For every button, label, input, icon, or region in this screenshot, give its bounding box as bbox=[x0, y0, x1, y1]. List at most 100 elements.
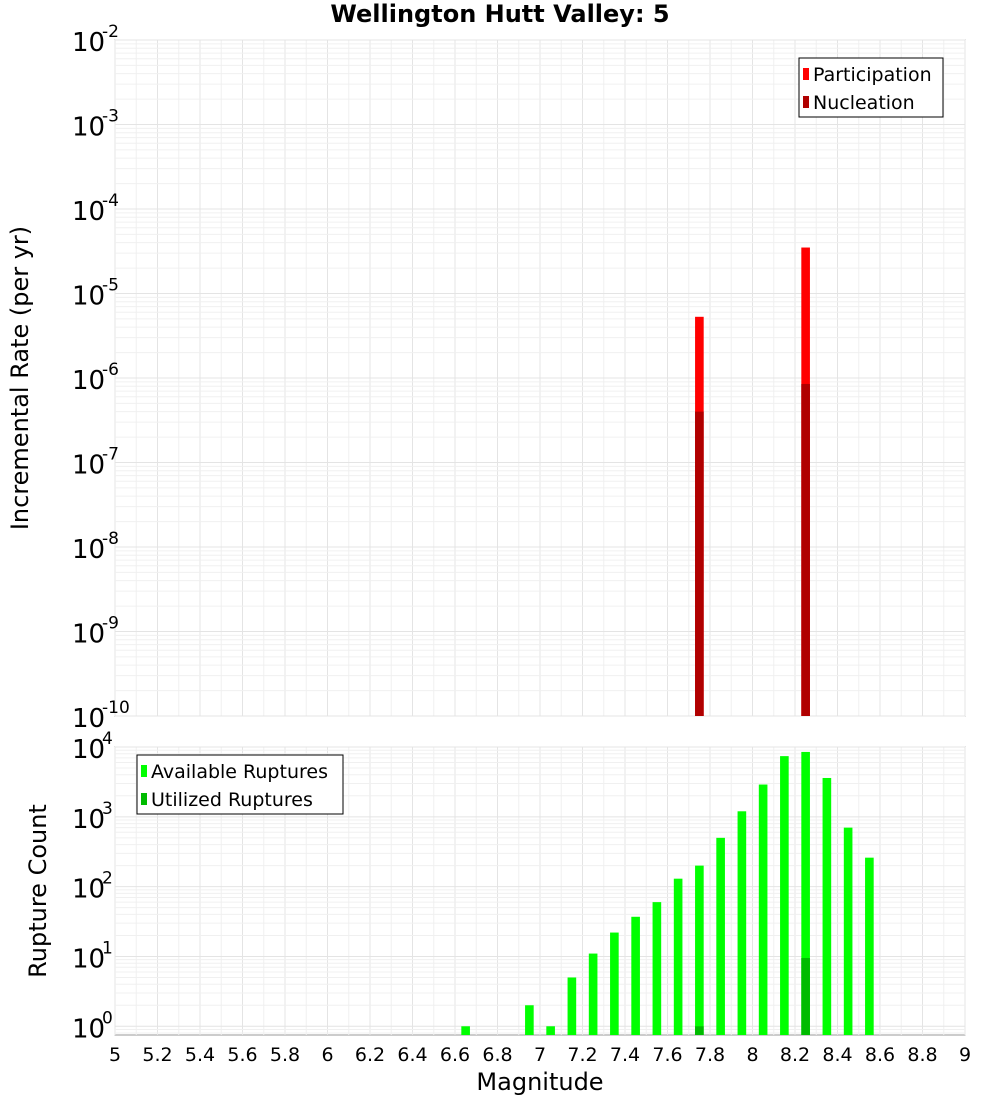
rate-y-tick--8: 10-8 bbox=[72, 529, 119, 565]
count-legend-swatch-1 bbox=[141, 793, 147, 805]
rate-y-axis-label: Incremental Rate (per yr) bbox=[6, 226, 34, 530]
bar-available-ruptures-7.55 bbox=[652, 902, 662, 1035]
bar-available-ruptures-7.15 bbox=[567, 977, 577, 1035]
count-y-tick-base: 10 bbox=[72, 944, 105, 974]
x-tick-7: 7 bbox=[534, 1044, 546, 1066]
rate-y-tick-base: 10 bbox=[72, 366, 105, 396]
rate-y-tick-base: 10 bbox=[72, 282, 105, 312]
rate-legend-box bbox=[798, 57, 944, 118]
x-tick-6: 6 bbox=[321, 1044, 333, 1066]
rate-y-tick--5: 10-5 bbox=[72, 276, 119, 312]
rate-y-tick-exp: -7 bbox=[102, 445, 119, 465]
rate-y-tick-base: 10 bbox=[72, 535, 105, 565]
bar-available-ruptures-7.85 bbox=[716, 837, 725, 1035]
bar-available-ruptures-7.95 bbox=[737, 811, 747, 1035]
rate-y-tick-exp: -4 bbox=[102, 191, 119, 211]
bar-available-ruptures-8.35 bbox=[822, 777, 832, 1035]
x-tick-5.6: 5.6 bbox=[227, 1044, 257, 1066]
x-tick-5: 5 bbox=[109, 1044, 121, 1066]
x-tick-8.6: 8.6 bbox=[865, 1044, 895, 1066]
x-axis-label: Magnitude bbox=[476, 1068, 603, 1096]
bar-utilized-ruptures-7.75 bbox=[695, 1026, 704, 1035]
x-tick-6.6: 6.6 bbox=[440, 1044, 470, 1066]
rate-y-tick--7: 10-7 bbox=[72, 445, 119, 481]
x-tick-8.4: 8.4 bbox=[822, 1044, 852, 1066]
rate-y-tick-exp: -9 bbox=[102, 614, 119, 634]
count-legend: Available Ruptures Utilized Ruptures bbox=[136, 754, 344, 815]
count-y-tick-3: 103 bbox=[72, 799, 113, 835]
count-y-tick-base: 10 bbox=[72, 735, 105, 765]
bar-available-ruptures-7.35 bbox=[610, 932, 619, 1035]
x-tick-6.8: 6.8 bbox=[482, 1044, 512, 1066]
x-tick-8: 8 bbox=[746, 1044, 758, 1066]
bar-nucleation-7.75 bbox=[695, 411, 704, 716]
count-y-tick-exp: 2 bbox=[102, 869, 113, 889]
count-legend-label-1: Utilized Ruptures bbox=[151, 789, 313, 811]
bar-nucleation-8.25 bbox=[801, 383, 810, 716]
count-legend-swatch-0 bbox=[141, 765, 147, 777]
count-y-tick-base: 10 bbox=[72, 1014, 105, 1044]
rate-y-tick-exp: -6 bbox=[102, 360, 119, 380]
x-tick-5.4: 5.4 bbox=[185, 1044, 215, 1066]
x-tick-5.8: 5.8 bbox=[270, 1044, 300, 1066]
rate-legend-swatch-1 bbox=[803, 96, 809, 108]
rate-y-tick-exp: -3 bbox=[102, 107, 119, 127]
bar-available-ruptures-7.75 bbox=[695, 865, 704, 1035]
chart-title: Wellington Hutt Valley: 5 bbox=[330, 0, 669, 28]
rate-y-tick-exp: -2 bbox=[102, 22, 119, 42]
x-tick-5.2: 5.2 bbox=[142, 1044, 172, 1066]
rate-y-tick-base: 10 bbox=[72, 28, 105, 58]
x-tick-7.6: 7.6 bbox=[652, 1044, 682, 1066]
rate-y-tick--2: 10-2 bbox=[72, 22, 119, 58]
x-tick-8.8: 8.8 bbox=[907, 1044, 937, 1066]
x-tick-7.4: 7.4 bbox=[610, 1044, 640, 1066]
rate-y-tick-exp: -8 bbox=[102, 529, 119, 549]
count-y-tick-base: 10 bbox=[72, 875, 105, 905]
rate-y-tick-base: 10 bbox=[72, 197, 105, 227]
rate-legend-label-0: Participation bbox=[813, 64, 932, 86]
bar-available-ruptures-6.95 bbox=[525, 1005, 534, 1035]
count-y-tick-0: 100 bbox=[72, 1008, 113, 1044]
bar-available-ruptures-7.45 bbox=[631, 916, 640, 1035]
x-tick-6.4: 6.4 bbox=[397, 1044, 427, 1066]
x-tick-7.8: 7.8 bbox=[695, 1044, 725, 1066]
bar-available-ruptures-8.45 bbox=[843, 827, 853, 1035]
bar-available-ruptures-7.25 bbox=[588, 953, 598, 1035]
rate-y-tick--6: 10-6 bbox=[72, 360, 119, 396]
rate-legend-swatch-0 bbox=[803, 68, 809, 80]
x-tick-8.2: 8.2 bbox=[780, 1044, 810, 1066]
count-legend-box bbox=[136, 754, 344, 815]
bar-available-ruptures-8.15 bbox=[780, 756, 789, 1035]
count-y-axis-label: Rupture Count bbox=[24, 804, 52, 978]
bar-available-ruptures-7.05 bbox=[546, 1026, 555, 1035]
rate-legend-label-1: Nucleation bbox=[813, 92, 915, 114]
count-y-tick-base: 10 bbox=[72, 805, 105, 835]
count-y-tick-exp: 3 bbox=[102, 799, 113, 819]
count-y-tick-exp: 4 bbox=[102, 729, 113, 749]
x-tick-7.2: 7.2 bbox=[567, 1044, 597, 1066]
bar-available-ruptures-8.25 bbox=[801, 751, 810, 1035]
rate-y-tick-base: 10 bbox=[72, 620, 105, 650]
bar-available-ruptures-6.65 bbox=[461, 1026, 470, 1035]
count-y-tick-2: 102 bbox=[72, 869, 113, 905]
rate-y-tick-exp: -10 bbox=[102, 698, 130, 718]
count-y-tick-1: 101 bbox=[72, 938, 113, 974]
rate-y-tick--4: 10-4 bbox=[72, 191, 119, 227]
rate-y-tick--3: 10-3 bbox=[72, 107, 119, 143]
rate-plot: 10-210-310-410-510-610-710-810-910-10 In… bbox=[6, 22, 966, 734]
count-legend-label-0: Available Ruptures bbox=[151, 761, 328, 783]
bar-available-ruptures-8.55 bbox=[865, 857, 874, 1035]
count-y-tick-exp: 1 bbox=[102, 938, 113, 958]
rate-y-tick-base: 10 bbox=[72, 451, 105, 481]
count-y-tick-4: 104 bbox=[72, 729, 113, 765]
count-y-tick-exp: 0 bbox=[102, 1008, 113, 1028]
x-tick-6.2: 6.2 bbox=[355, 1044, 385, 1066]
bar-available-ruptures-7.65 bbox=[673, 878, 683, 1035]
rate-y-tick--9: 10-9 bbox=[72, 614, 119, 650]
rate-y-tick--10: 10-10 bbox=[72, 698, 130, 734]
rate-y-tick-base: 10 bbox=[72, 704, 105, 734]
rate-y-tick-exp: -5 bbox=[102, 276, 119, 296]
x-tick-9: 9 bbox=[959, 1044, 971, 1066]
